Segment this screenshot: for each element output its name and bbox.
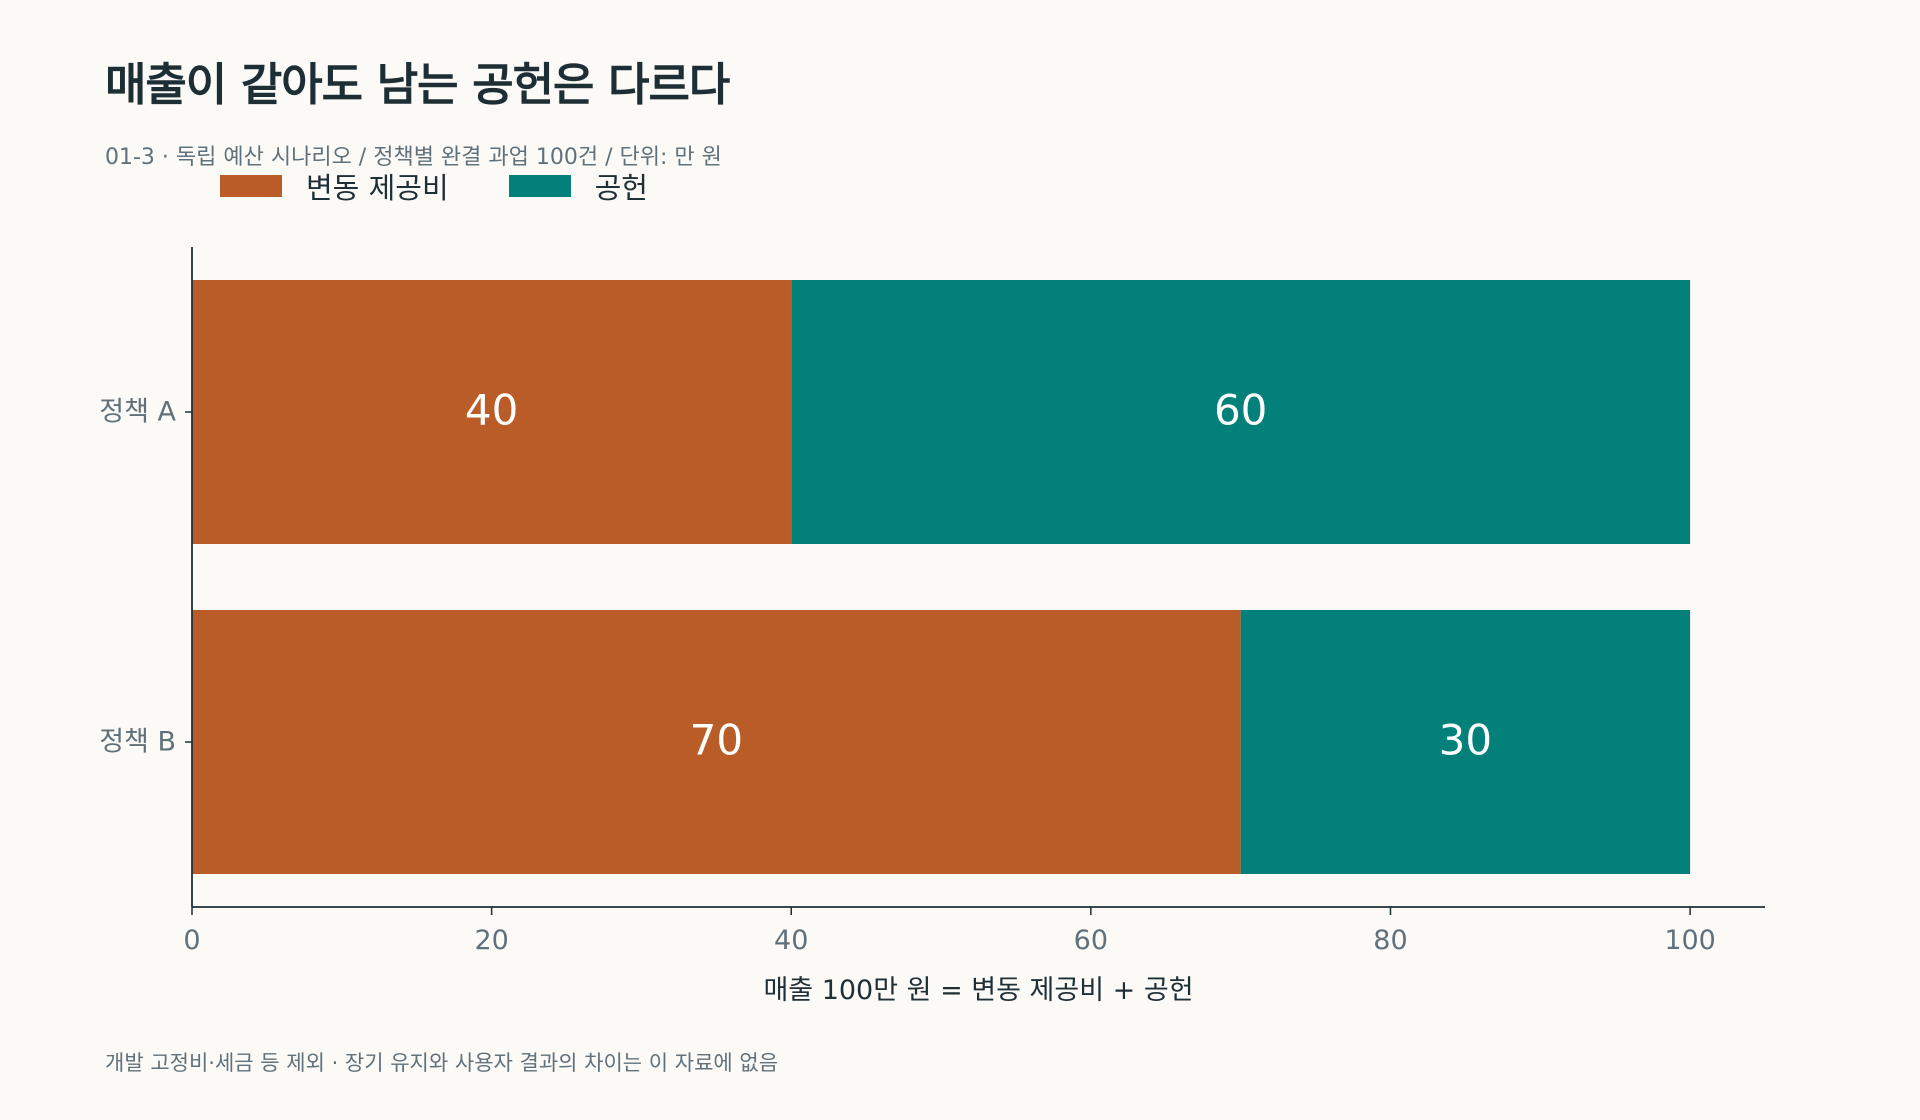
legend-item-contribution: 공헌 — [508, 165, 648, 207]
x-tick-label-4: 60 — [1074, 925, 1108, 956]
x-ticks-group: 0 20 40 60 80 100 — [183, 907, 1716, 956]
bar-value-label-contribution-1: 60 — [1214, 386, 1267, 435]
y-ticks-group: 정책 A 정책 B — [99, 397, 192, 758]
y-tick-label-2: 정책 B — [99, 727, 176, 758]
legend-item-variable-cost: 변동 제공비 — [220, 165, 449, 207]
bar-labels-group: 40 60 70 30 — [465, 386, 1492, 765]
legend-label-variable-cost: 변동 제공비 — [306, 171, 449, 205]
legend-label-contribution: 공헌 — [594, 171, 648, 205]
x-tick-label-5: 80 — [1373, 925, 1407, 956]
x-axis-title: 매출 100만 원 = 변동 제공비 + 공헌 — [763, 975, 1193, 1006]
legend-swatch-variable-cost — [220, 175, 282, 197]
legend: 변동 제공비 공헌 — [220, 166, 708, 206]
bar-contribution-1 — [791, 280, 1691, 544]
x-tick-label-3: 40 — [774, 925, 808, 956]
bar-variable-cost-2 — [192, 610, 1241, 874]
bar-variable-cost-1 — [192, 280, 792, 544]
x-tick-label-6: 100 — [1664, 925, 1716, 956]
y-tick-label-1: 정책 A — [99, 397, 176, 428]
bars-group — [192, 280, 1691, 874]
legend-swatch-contribution — [508, 175, 571, 197]
chart-subtitle: 01-3 · 독립 예산 시나리오 / 정책별 완결 과업 100건 / 단위:… — [105, 145, 722, 170]
bar-value-label-variable-cost-2: 70 — [690, 716, 743, 765]
bar-value-label-contribution-2: 30 — [1439, 716, 1492, 765]
x-tick-label-1: 0 — [183, 925, 200, 956]
chart-footnote: 개발 고정비·세금 등 제외 · 장기 유지와 사용자 결과의 차이는 이 자료… — [105, 1051, 779, 1075]
chart-title: 매출이 같아도 남는 공헌은 다르다 — [105, 58, 730, 111]
x-tick-label-2: 20 — [474, 925, 508, 956]
bar-value-label-variable-cost-1: 40 — [465, 386, 518, 435]
bar-contribution-2 — [1240, 610, 1691, 874]
